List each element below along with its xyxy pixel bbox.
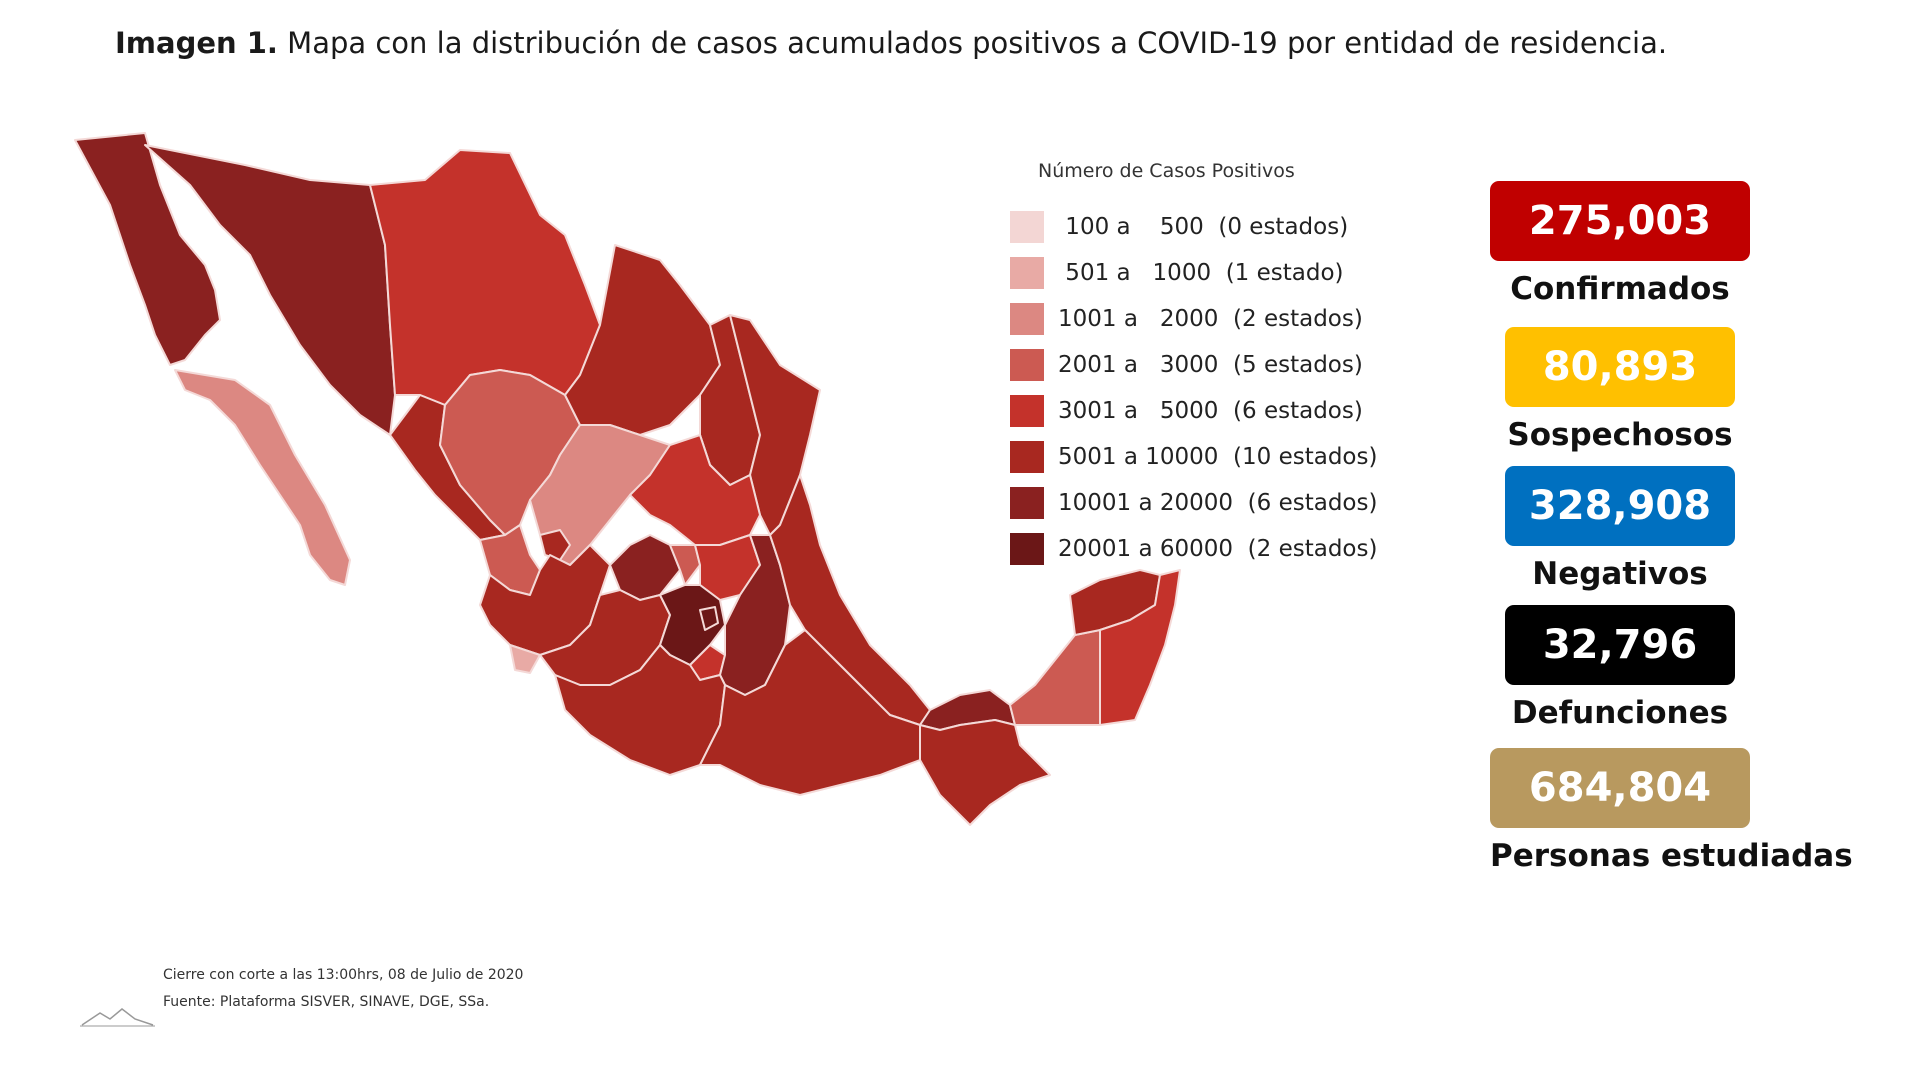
state-aguascalientes[interactable] — [539, 529, 571, 561]
legend-item: 3001 a 5000 (6 estados) — [1010, 388, 1430, 434]
legend-label: 2001 a 3000 (5 estados) — [1058, 352, 1363, 378]
figure-title: Imagen 1. Mapa con la distribución de ca… — [115, 26, 1667, 60]
stat-label: Confirmados — [1510, 271, 1730, 307]
figure-title-label: Imagen 1. — [115, 26, 278, 60]
footer-note: Cierre con corte a las 13:00hrs, 08 de J… — [163, 962, 523, 1016]
stat-value-box: 32,796 — [1505, 605, 1735, 685]
legend-label: 5001 a 10000 (10 estados) — [1058, 444, 1378, 470]
legend-label: 3001 a 5000 (6 estados) — [1058, 398, 1363, 424]
state-chihuahua[interactable] — [369, 149, 601, 406]
state-ciudad-de-mexico[interactable] — [699, 606, 719, 631]
legend-item: 10001 a 20000 (6 estados) — [1010, 480, 1430, 526]
legend-label: 501 a 1000 (1 estado) — [1058, 260, 1344, 286]
stat-label: Defunciones — [1511, 695, 1729, 731]
map-legend: Número de Casos Positivos 100 a 500 (0 e… — [1010, 160, 1430, 572]
legend-item: 100 a 500 (0 estados) — [1010, 204, 1430, 250]
legend-swatch — [1010, 487, 1044, 519]
stat-label: Negativos — [1532, 556, 1708, 592]
mexico-map — [74, 132, 1181, 826]
legend-item: 2001 a 3000 (5 estados) — [1010, 342, 1430, 388]
legend-label: 100 a 500 (0 estados) — [1058, 214, 1349, 240]
legend-item: 5001 a 10000 (10 estados) — [1010, 434, 1430, 480]
state-zacatecas[interactable] — [529, 424, 671, 566]
figure-title-text: Mapa con la distribución de casos acumul… — [287, 26, 1668, 60]
legend-swatch — [1010, 303, 1044, 335]
stat-personas-estudiadas: 684,804 Personas estudiadas — [1490, 748, 1853, 874]
state-baja-california-sur[interactable] — [174, 369, 351, 586]
stat-value: 328,908 — [1528, 483, 1712, 529]
footer-cutoff: Cierre con corte a las 13:00hrs, 08 de J… — [163, 967, 524, 983]
legend-swatch — [1010, 533, 1044, 565]
legend-item: 501 a 1000 (1 estado) — [1010, 250, 1430, 296]
legend-swatch — [1010, 349, 1044, 381]
stat-value: 684,804 — [1528, 765, 1712, 811]
legend-swatch — [1010, 211, 1044, 243]
stat-confirmados: 275,003 Confirmados — [1490, 181, 1750, 307]
mountain-logo-icon — [80, 1008, 155, 1027]
state-sonora[interactable] — [144, 144, 396, 436]
stat-negativos: 328,908 Negativos — [1505, 466, 1735, 592]
stat-label: Sospechosos — [1507, 417, 1733, 453]
stat-value: 275,003 — [1528, 198, 1712, 244]
state-chiapas[interactable] — [919, 719, 1051, 826]
state-colima[interactable] — [509, 644, 541, 674]
state-quintana-roo[interactable] — [1099, 569, 1181, 726]
legend-item: 1001 a 2000 (2 estados) — [1010, 296, 1430, 342]
stat-value-box: 275,003 — [1490, 181, 1750, 261]
stat-label: Personas estudiadas — [1490, 838, 1853, 874]
legend-title: Número de Casos Positivos — [1038, 160, 1295, 182]
stat-sospechosos: 80,893 Sospechosos — [1505, 327, 1735, 453]
stat-value-box: 328,908 — [1505, 466, 1735, 546]
stat-value-box: 80,893 — [1505, 327, 1735, 407]
legend-swatch — [1010, 441, 1044, 473]
stat-value-box: 684,804 — [1490, 748, 1750, 828]
stat-defunciones: 32,796 Defunciones — [1505, 605, 1735, 731]
state-jalisco[interactable] — [479, 544, 611, 656]
legend-swatch — [1010, 395, 1044, 427]
state-guerrero[interactable] — [554, 644, 726, 776]
stat-value: 80,893 — [1542, 344, 1698, 390]
stat-value: 32,796 — [1542, 622, 1698, 668]
legend-swatch — [1010, 257, 1044, 289]
legend-label: 1001 a 2000 (2 estados) — [1058, 306, 1363, 332]
legend-label: 20001 a 60000 (2 estados) — [1058, 536, 1378, 562]
state-baja-california[interactable] — [74, 132, 221, 366]
state-queretaro[interactable] — [669, 544, 701, 586]
legend-label: 10001 a 20000 (6 estados) — [1058, 490, 1378, 516]
legend-item: 20001 a 60000 (2 estados) — [1010, 526, 1430, 572]
footer-source: Fuente: Plataforma SISVER, SINAVE, DGE, … — [163, 994, 490, 1010]
state-campeche[interactable] — [1009, 629, 1101, 726]
